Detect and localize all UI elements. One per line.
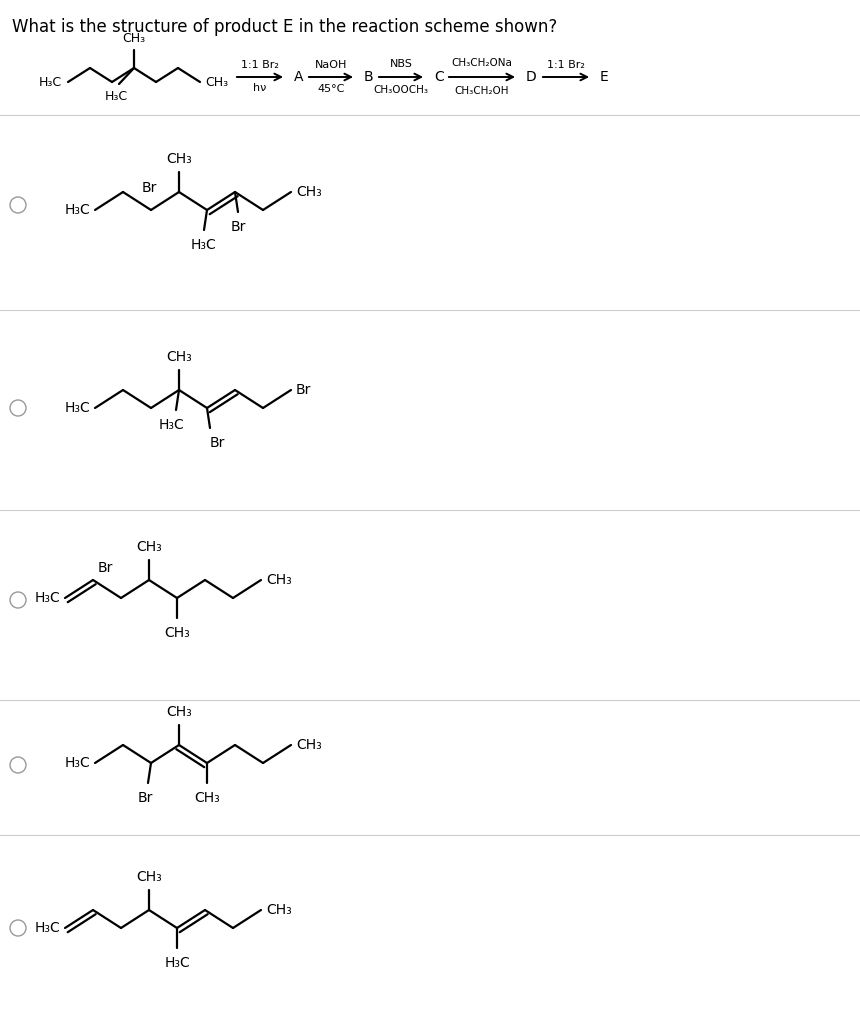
Text: 45°C: 45°C (317, 84, 345, 94)
Text: CH₃CH₂OH: CH₃CH₂OH (455, 86, 509, 96)
Text: NaOH: NaOH (315, 60, 347, 70)
Text: B: B (364, 70, 373, 84)
Text: H₃C: H₃C (64, 401, 90, 415)
Text: CH₃: CH₃ (296, 738, 322, 752)
Text: CH₃: CH₃ (205, 76, 228, 88)
Text: CH₃: CH₃ (164, 626, 190, 640)
Text: H₃C: H₃C (64, 756, 90, 770)
Text: H₃C: H₃C (34, 921, 60, 935)
Text: What is the structure of product E in the reaction scheme shown?: What is the structure of product E in th… (12, 18, 557, 36)
Text: Br: Br (296, 383, 311, 397)
Text: CH₃: CH₃ (122, 32, 145, 45)
Text: H₃C: H₃C (64, 203, 90, 217)
Text: CH₃: CH₃ (166, 152, 192, 166)
Text: 1:1 Br₂: 1:1 Br₂ (547, 60, 585, 70)
Text: CH₃: CH₃ (266, 903, 292, 918)
Text: CH₃: CH₃ (266, 573, 292, 587)
Text: C: C (434, 70, 444, 84)
Text: H₃C: H₃C (164, 956, 190, 970)
Text: CH₃: CH₃ (166, 350, 192, 364)
Text: E: E (600, 70, 609, 84)
Text: H₃C: H₃C (39, 76, 62, 88)
Text: CH₃OOCH₃: CH₃OOCH₃ (373, 85, 428, 95)
Text: CH₃: CH₃ (166, 705, 192, 719)
Text: hν: hν (254, 83, 267, 93)
Text: Br: Br (142, 181, 157, 195)
Text: D: D (526, 70, 537, 84)
Text: CH₃: CH₃ (296, 185, 322, 199)
Text: H₃C: H₃C (104, 90, 127, 103)
Text: CH₃: CH₃ (194, 791, 220, 805)
Text: H₃C: H₃C (34, 591, 60, 605)
Text: H₃C: H₃C (158, 418, 184, 432)
Text: Br: Br (210, 436, 225, 450)
Text: A: A (294, 70, 304, 84)
Text: 1:1 Br₂: 1:1 Br₂ (241, 60, 279, 70)
Text: H₃C: H₃C (191, 238, 217, 252)
Text: CH₃: CH₃ (136, 540, 162, 554)
Text: Br: Br (230, 220, 246, 234)
Text: CH₃: CH₃ (136, 870, 162, 884)
Text: CH₃CH₂ONa: CH₃CH₂ONa (452, 58, 513, 68)
Text: Br: Br (98, 561, 114, 575)
Text: NBS: NBS (390, 59, 413, 69)
Text: Br: Br (138, 791, 153, 805)
